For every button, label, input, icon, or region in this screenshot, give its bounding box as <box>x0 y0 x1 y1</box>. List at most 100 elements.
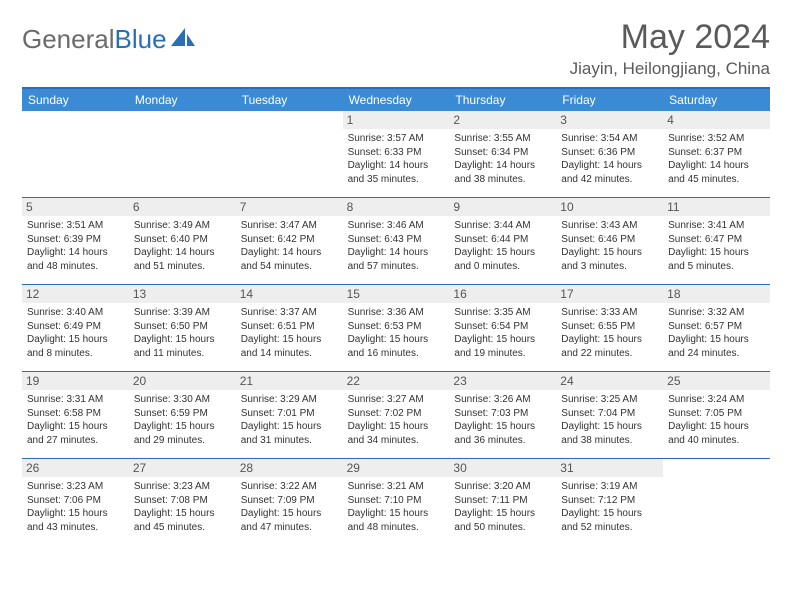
brand-part2: Blue <box>115 24 167 55</box>
day-cell <box>129 111 236 197</box>
day-details: Sunrise: 3:32 AMSunset: 6:57 PMDaylight:… <box>668 306 765 360</box>
day-details: Sunrise: 3:52 AMSunset: 6:37 PMDaylight:… <box>668 132 765 186</box>
day-details: Sunrise: 3:44 AMSunset: 6:44 PMDaylight:… <box>454 219 551 273</box>
weekday-row: SundayMondayTuesdayWednesdayThursdayFrid… <box>22 89 770 111</box>
week-row: 26 Sunrise: 3:23 AMSunset: 7:06 PMDayligh… <box>22 458 770 545</box>
header: GeneralBlue May 2024 Jiayin, Heilongjian… <box>22 18 770 79</box>
sail-icon <box>171 24 197 55</box>
day-details: Sunrise: 3:36 AMSunset: 6:53 PMDaylight:… <box>348 306 445 360</box>
day-number: 21 <box>236 372 343 390</box>
day-number: 16 <box>449 285 556 303</box>
day-cell <box>22 111 129 197</box>
day-number: 15 <box>343 285 450 303</box>
day-number: 13 <box>129 285 236 303</box>
weekday-header: Thursday <box>449 89 556 111</box>
day-details: Sunrise: 3:24 AMSunset: 7:05 PMDaylight:… <box>668 393 765 447</box>
day-number: 10 <box>556 198 663 216</box>
calendar-page: GeneralBlue May 2024 Jiayin, Heilongjian… <box>0 0 792 555</box>
location: Jiayin, Heilongjiang, China <box>570 59 770 79</box>
calendar: SundayMondayTuesdayWednesdayThursdayFrid… <box>22 87 770 545</box>
day-number: 12 <box>22 285 129 303</box>
day-cell: 4 Sunrise: 3:52 AMSunset: 6:37 PMDaylight… <box>663 111 770 197</box>
day-cell <box>663 459 770 545</box>
day-details: Sunrise: 3:54 AMSunset: 6:36 PMDaylight:… <box>561 132 658 186</box>
day-details: Sunrise: 3:55 AMSunset: 6:34 PMDaylight:… <box>454 132 551 186</box>
day-cell: 7Sunrise: 3:47 AMSunset: 6:42 PMDaylight… <box>236 198 343 284</box>
day-cell: 25 Sunrise: 3:24 AMSunset: 7:05 PMDayligh… <box>663 372 770 458</box>
day-details: Sunrise: 3:23 AMSunset: 7:08 PMDaylight:… <box>134 480 231 534</box>
day-cell: 6 Sunrise: 3:49 AMSunset: 6:40 PMDaylight… <box>129 198 236 284</box>
day-cell: 23 Sunrise: 3:26 AMSunset: 7:03 PMDayligh… <box>449 372 556 458</box>
day-number: 14 <box>236 285 343 303</box>
day-details: Sunrise: 3:22 AMSunset: 7:09 PMDaylight:… <box>241 480 338 534</box>
day-cell: 3 Sunrise: 3:54 AMSunset: 6:36 PMDaylight… <box>556 111 663 197</box>
day-cell: 1 Sunrise: 3:57 AMSunset: 6:33 PMDaylight… <box>343 111 450 197</box>
day-cell: 8Sunrise: 3:46 AMSunset: 6:43 PMDaylight… <box>343 198 450 284</box>
day-cell: 9Sunrise: 3:44 AMSunset: 6:44 PMDaylight… <box>449 198 556 284</box>
day-cell: 29 Sunrise: 3:21 AMSunset: 7:10 PMDayligh… <box>343 459 450 545</box>
day-details: Sunrise: 3:57 AMSunset: 6:33 PMDaylight:… <box>348 132 445 186</box>
day-cell: 19Sunrise: 3:31 AMSunset: 6:58 PMDayligh… <box>22 372 129 458</box>
day-number: 11 <box>663 198 770 216</box>
brand-part1: General <box>22 24 115 55</box>
day-cell: 17Sunrise: 3:33 AMSunset: 6:55 PMDayligh… <box>556 285 663 371</box>
day-cell: 21 Sunrise: 3:29 AMSunset: 7:01 PMDayligh… <box>236 372 343 458</box>
day-number: 3 <box>556 111 663 129</box>
day-cell: 31 Sunrise: 3:19 AMSunset: 7:12 PMDayligh… <box>556 459 663 545</box>
day-details: Sunrise: 3:20 AMSunset: 7:11 PMDaylight:… <box>454 480 551 534</box>
day-number: 6 <box>129 198 236 216</box>
day-cell: 13 Sunrise: 3:39 AMSunset: 6:50 PMDayligh… <box>129 285 236 371</box>
day-number: 28 <box>236 459 343 477</box>
day-number: 1 <box>343 111 450 129</box>
day-details: Sunrise: 3:25 AMSunset: 7:04 PMDaylight:… <box>561 393 658 447</box>
day-cell: 27 Sunrise: 3:23 AMSunset: 7:08 PMDayligh… <box>129 459 236 545</box>
day-details: Sunrise: 3:21 AMSunset: 7:10 PMDaylight:… <box>348 480 445 534</box>
day-details: Sunrise: 3:49 AMSunset: 6:40 PMDaylight:… <box>134 219 231 273</box>
day-number: 7 <box>236 198 343 216</box>
day-number: 29 <box>343 459 450 477</box>
day-number: 5 <box>22 198 129 216</box>
day-details: Sunrise: 3:51 AMSunset: 6:39 PMDaylight:… <box>27 219 124 273</box>
day-number: 17 <box>556 285 663 303</box>
week-row: 5 Sunrise: 3:51 AMSunset: 6:39 PMDaylight… <box>22 197 770 284</box>
day-details: Sunrise: 3:19 AMSunset: 7:12 PMDaylight:… <box>561 480 658 534</box>
weekday-header: Monday <box>129 89 236 111</box>
day-details: Sunrise: 3:29 AMSunset: 7:01 PMDaylight:… <box>241 393 338 447</box>
day-details: Sunrise: 3:26 AMSunset: 7:03 PMDaylight:… <box>454 393 551 447</box>
day-number: 25 <box>663 372 770 390</box>
day-cell: 11Sunrise: 3:41 AMSunset: 6:47 PMDayligh… <box>663 198 770 284</box>
day-number: 22 <box>343 372 450 390</box>
day-number: 23 <box>449 372 556 390</box>
day-number: 26 <box>22 459 129 477</box>
day-number: 27 <box>129 459 236 477</box>
day-cell: 20Sunrise: 3:30 AMSunset: 6:59 PMDayligh… <box>129 372 236 458</box>
week-row: 12 Sunrise: 3:40 AMSunset: 6:49 PMDayligh… <box>22 284 770 371</box>
weekday-header: Friday <box>556 89 663 111</box>
week-row: 1 Sunrise: 3:57 AMSunset: 6:33 PMDaylight… <box>22 111 770 197</box>
day-cell: 26 Sunrise: 3:23 AMSunset: 7:06 PMDayligh… <box>22 459 129 545</box>
day-number: 2 <box>449 111 556 129</box>
title-block: May 2024 Jiayin, Heilongjiang, China <box>570 18 770 79</box>
weekday-header: Sunday <box>22 89 129 111</box>
day-cell: 28 Sunrise: 3:22 AMSunset: 7:09 PMDayligh… <box>236 459 343 545</box>
day-number: 19 <box>22 372 129 390</box>
day-details: Sunrise: 3:27 AMSunset: 7:02 PMDaylight:… <box>348 393 445 447</box>
day-cell: 5 Sunrise: 3:51 AMSunset: 6:39 PMDaylight… <box>22 198 129 284</box>
weeks-grid: 1 Sunrise: 3:57 AMSunset: 6:33 PMDaylight… <box>22 111 770 545</box>
day-details: Sunrise: 3:23 AMSunset: 7:06 PMDaylight:… <box>27 480 124 534</box>
day-number: 30 <box>449 459 556 477</box>
day-cell: 30 Sunrise: 3:20 AMSunset: 7:11 PMDayligh… <box>449 459 556 545</box>
day-details: Sunrise: 3:37 AMSunset: 6:51 PMDaylight:… <box>241 306 338 360</box>
day-cell: 15 Sunrise: 3:36 AMSunset: 6:53 PMDayligh… <box>343 285 450 371</box>
day-details: Sunrise: 3:46 AMSunset: 6:43 PMDaylight:… <box>348 219 445 273</box>
day-details: Sunrise: 3:40 AMSunset: 6:49 PMDaylight:… <box>27 306 124 360</box>
day-number: 31 <box>556 459 663 477</box>
day-number: 4 <box>663 111 770 129</box>
day-cell: 24Sunrise: 3:25 AMSunset: 7:04 PMDayligh… <box>556 372 663 458</box>
day-cell: 10Sunrise: 3:43 AMSunset: 6:46 PMDayligh… <box>556 198 663 284</box>
day-details: Sunrise: 3:30 AMSunset: 6:59 PMDaylight:… <box>134 393 231 447</box>
week-row: 19Sunrise: 3:31 AMSunset: 6:58 PMDayligh… <box>22 371 770 458</box>
month-title: May 2024 <box>570 18 770 57</box>
day-cell: 22 Sunrise: 3:27 AMSunset: 7:02 PMDayligh… <box>343 372 450 458</box>
day-details: Sunrise: 3:39 AMSunset: 6:50 PMDaylight:… <box>134 306 231 360</box>
